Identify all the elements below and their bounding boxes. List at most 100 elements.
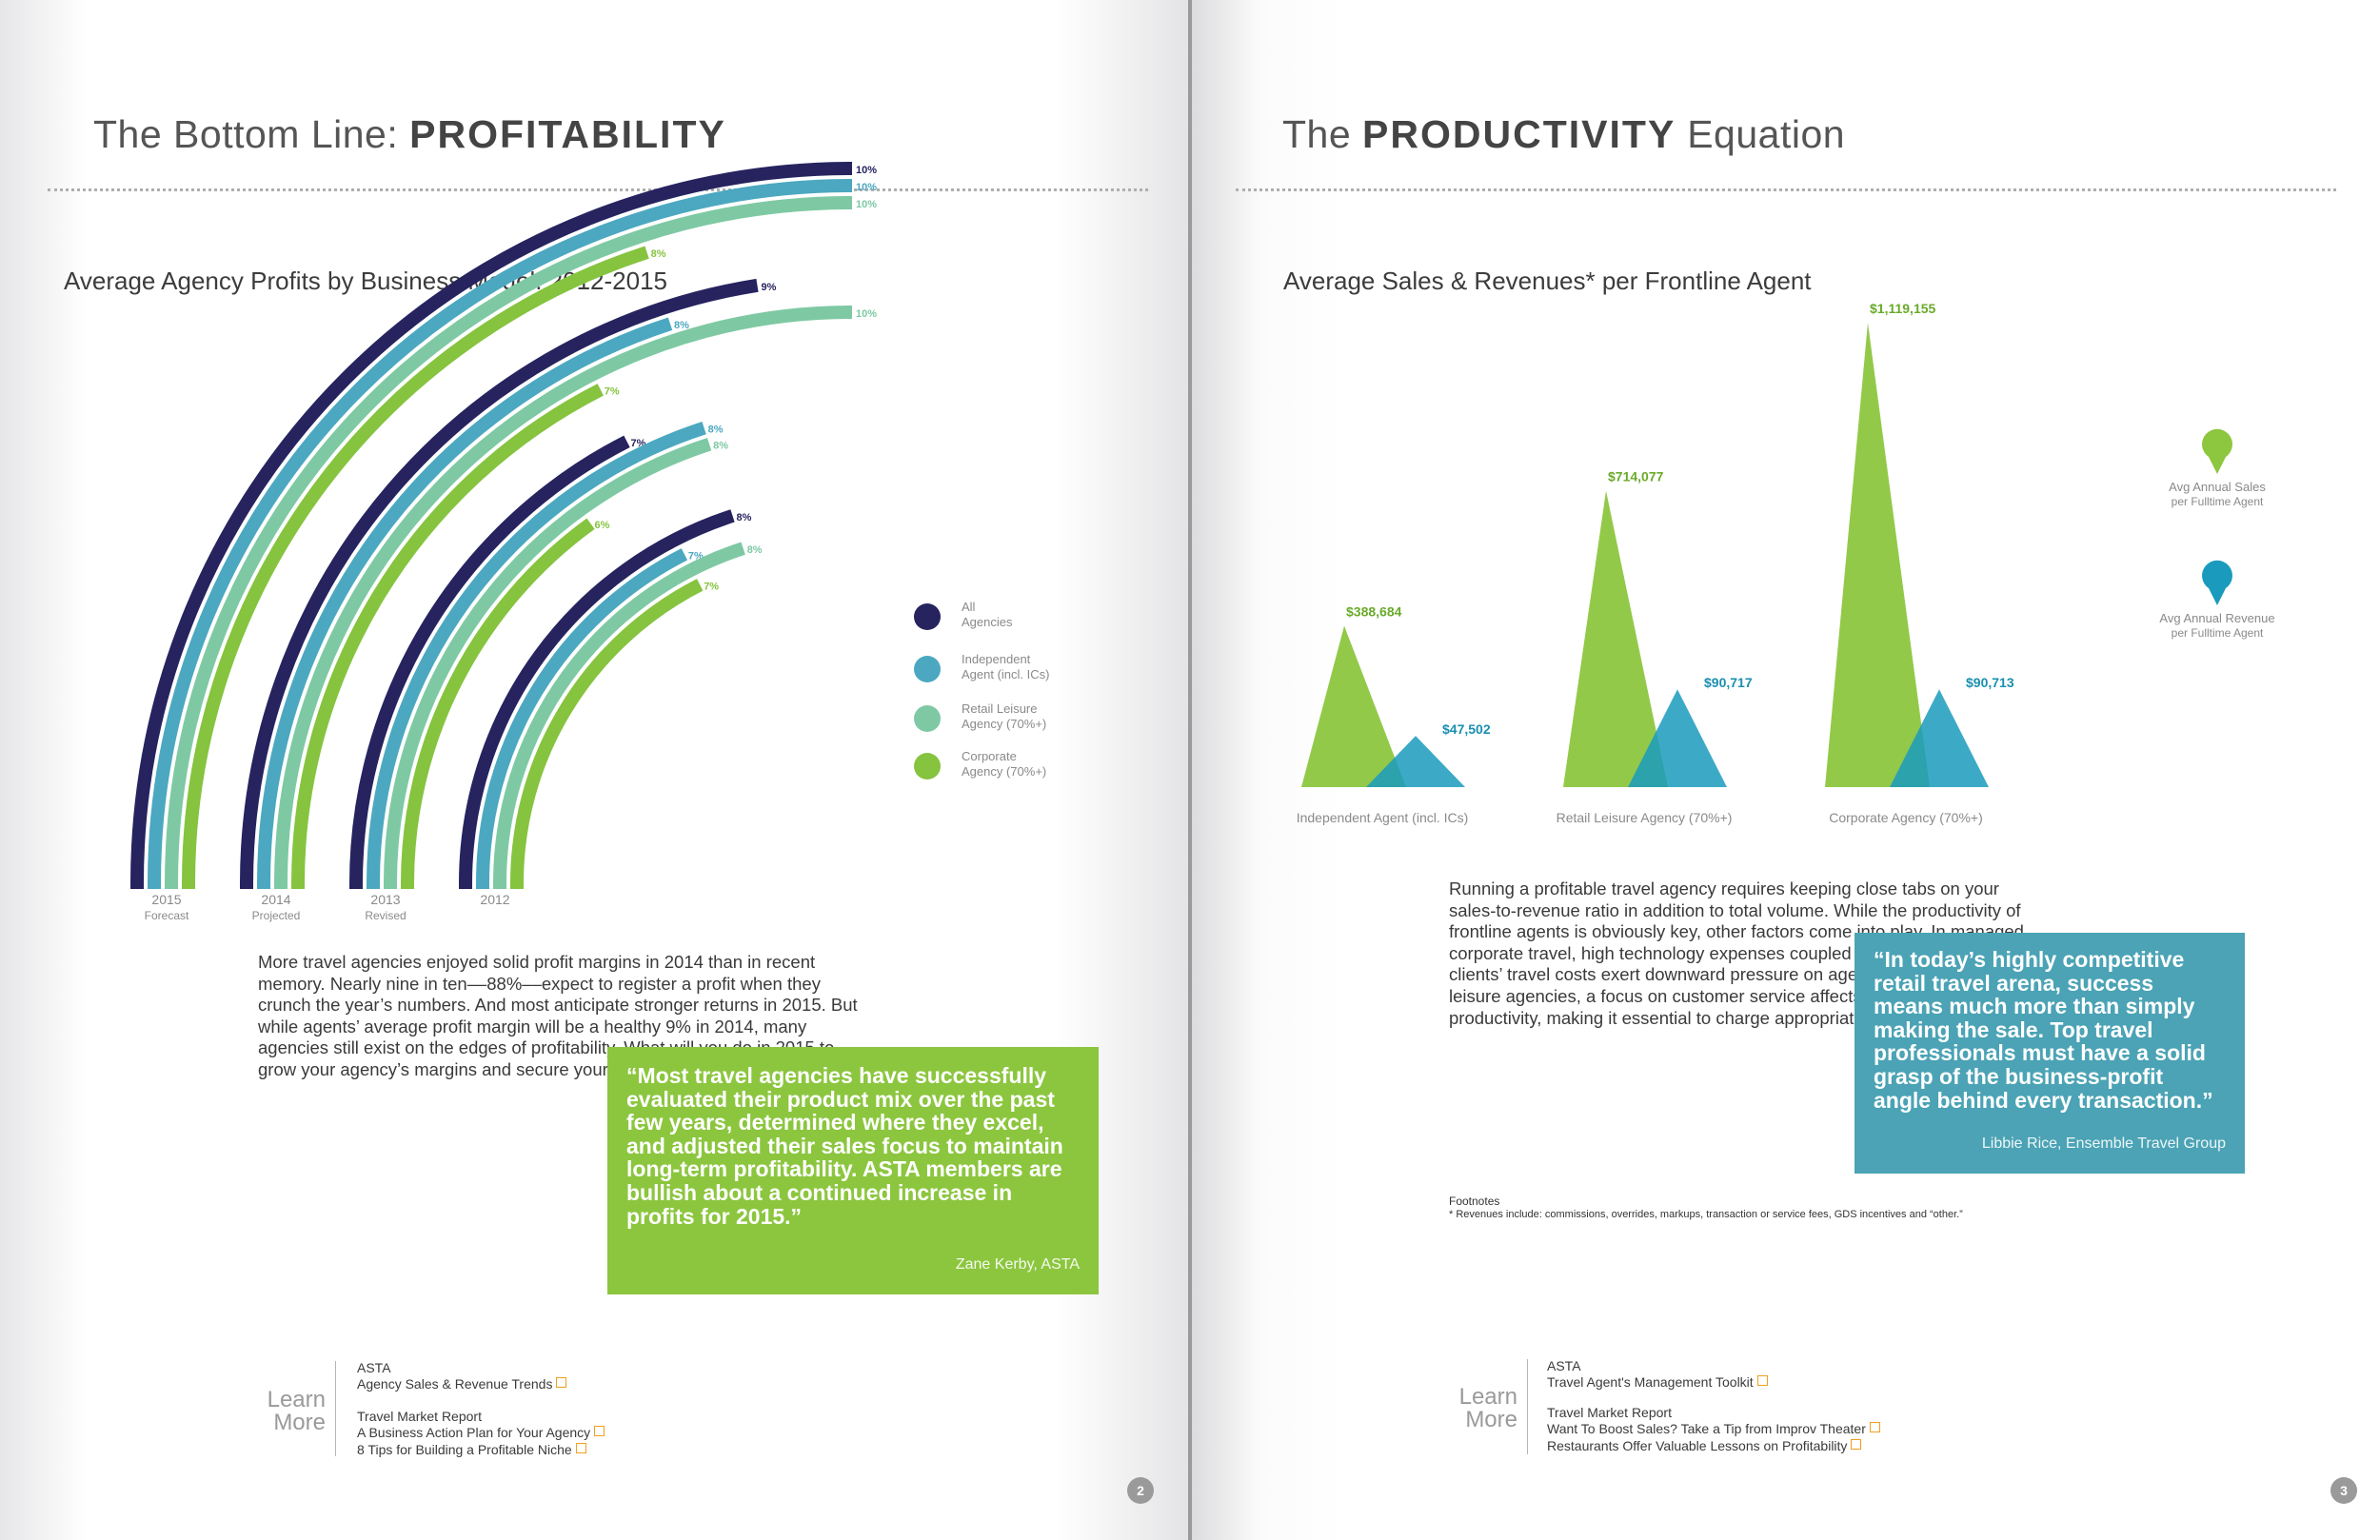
arc-bar: [384, 438, 712, 889]
page-title: The Bottom Line: PROFITABILITY: [93, 112, 726, 157]
quote-text: “Most travel agencies have successfully …: [626, 1063, 1063, 1229]
learn-more-label: Learn More: [267, 1387, 326, 1435]
data-label: 8%: [708, 424, 724, 436]
legend-label: per Fulltime Agent: [2172, 495, 2264, 508]
legend-label: Agencies: [962, 615, 1013, 629]
profit-radial-chart: 10% 10% 10% 8% 2015 Forecast 9% 8% 10% 7% 2014 Proj…: [130, 162, 1049, 922]
data-label: 6%: [595, 520, 610, 531]
data-label: 7%: [704, 581, 719, 592]
page-right: The PRODUCTIVITY Equation Average Sales …: [1192, 0, 2380, 1540]
learn-more-link[interactable]: Restaurants Offer Valuable Lessons on Pr…: [1547, 1438, 1862, 1453]
arc-bar: [257, 317, 673, 889]
sales-revenue-chart: $388,684 $47,502 Independent Agent (incl. …: [1297, 301, 2275, 825]
external-link-icon: [1869, 1422, 1880, 1432]
pull-quote: “In today’s highly competitive retail tr…: [1854, 933, 2245, 1174]
data-label: 8%: [651, 248, 666, 260]
body-text: More travel agencies enjoyed solid profi…: [258, 952, 858, 1079]
learn-more-source: ASTA: [357, 1360, 391, 1375]
category-label: Independent Agent (incl. ICs): [1297, 810, 1469, 825]
footnotes-heading: Footnotes: [1449, 1194, 1500, 1208]
quote-attribution: Zane Kerby, ASTA: [955, 1256, 1080, 1273]
year-sublabel: Revised: [365, 909, 406, 922]
sales-peak: [1563, 490, 1668, 787]
category-label: Corporate Agency (70%+): [1829, 810, 1982, 825]
data-label: 10%: [856, 199, 877, 210]
data-label: 8%: [674, 320, 689, 331]
revenue-label: $90,717: [1704, 675, 1753, 690]
title-divider: [1236, 188, 2336, 191]
legend-pin-icon: [2202, 428, 2232, 474]
book-gutter: [1188, 0, 1192, 1540]
legend-dot: [914, 603, 941, 630]
sales-peak: [1301, 625, 1406, 787]
external-link-icon: [556, 1377, 567, 1388]
year-sublabel: Forecast: [145, 909, 189, 922]
title-light: Equation: [1676, 112, 1846, 156]
revenue-label: $90,713: [1966, 675, 2014, 690]
learn-more-source: ASTA: [1547, 1358, 1581, 1373]
legend-label: Agent (incl. ICs): [962, 667, 1049, 681]
learn-more-divider: [1527, 1359, 1528, 1454]
sales-label: $714,077: [1608, 469, 1664, 484]
page-left: The Bottom Line: PROFITABILITY Average A…: [0, 0, 1188, 1540]
page-number: 3: [2330, 1477, 2357, 1504]
arc-bar: [240, 278, 759, 889]
revenue-peak: [1890, 689, 1989, 787]
legend-label: Avg Annual Sales: [2169, 480, 2266, 494]
arc-bar: [182, 246, 649, 889]
chart-title: Average Sales & Revenues* per Frontline …: [1283, 267, 1812, 295]
legend-label: per Fulltime Agent: [2172, 626, 2264, 640]
learn-more-divider: [335, 1361, 336, 1456]
category-label: Retail Leisure Agency (70%+): [1557, 810, 1733, 825]
title-bold: PROFITABILITY: [409, 112, 726, 156]
data-label: 8%: [737, 512, 752, 523]
title-bold: PRODUCTIVITY: [1362, 112, 1676, 156]
year-label: 2015: [151, 892, 181, 907]
arc-bar: [274, 306, 853, 889]
legend-label: Corporate: [962, 749, 1017, 763]
data-label: 10%: [856, 308, 877, 320]
data-label: 9%: [762, 282, 777, 293]
sales-label: $1,119,155: [1870, 301, 1936, 316]
revenue-label: $47,502: [1442, 721, 1491, 737]
year-label: 2012: [480, 892, 509, 907]
learn-more-link[interactable]: Travel Agent's Management Toolkit: [1547, 1374, 1768, 1390]
learn-more-link[interactable]: Agency Sales & Revenue Trends: [357, 1376, 567, 1392]
page-number: 2: [1127, 1477, 1154, 1504]
legend-label: Independent: [962, 652, 1031, 666]
learn-more-source: Travel Market Report: [357, 1409, 482, 1424]
arc-bar: [459, 509, 735, 889]
legend-label: Agency (70%+): [962, 717, 1046, 731]
data-label: 8%: [747, 544, 763, 556]
external-link-icon: [1756, 1375, 1768, 1386]
year-label: 2014: [261, 892, 290, 907]
learn-more-label: Learn More: [1458, 1384, 1517, 1432]
arc-bar: [165, 196, 853, 889]
year-sublabel: Projected: [252, 909, 301, 922]
quote-text: “In today’s highly competitive retail tr…: [1874, 947, 2213, 1113]
year-label: 2013: [370, 892, 400, 907]
legend-dot: [914, 705, 941, 732]
external-link-icon: [1851, 1439, 1862, 1450]
title-light: The Bottom Line:: [93, 112, 410, 156]
arc-bar: [130, 162, 853, 889]
learn-more-link[interactable]: A Business Action Plan for Your Agency: [357, 1425, 605, 1440]
title-divider: [48, 188, 1148, 191]
external-link-icon: [575, 1443, 586, 1453]
learn-more-link[interactable]: Want To Boost Sales? Take a Tip from Imp…: [1547, 1421, 1880, 1436]
legend-label: All: [962, 600, 976, 614]
sales-peak: [1825, 323, 1930, 787]
title-light: The: [1282, 112, 1363, 156]
learn-more-link[interactable]: 8 Tips for Building a Profitable Niche: [357, 1442, 586, 1457]
external-link-icon: [594, 1426, 605, 1436]
arc-bar: [349, 435, 630, 889]
arc-bar: [476, 548, 688, 889]
pull-quote: “Most travel agencies have successfully …: [607, 1047, 1099, 1294]
arc-bar: [493, 542, 745, 889]
revenue-peak: [1628, 689, 1727, 787]
data-label: 8%: [713, 441, 728, 452]
arc-bar: [401, 518, 595, 889]
data-label: 10%: [856, 182, 877, 193]
sales-label: $388,684: [1346, 604, 1402, 620]
legend-pin-icon: [2202, 560, 2232, 605]
